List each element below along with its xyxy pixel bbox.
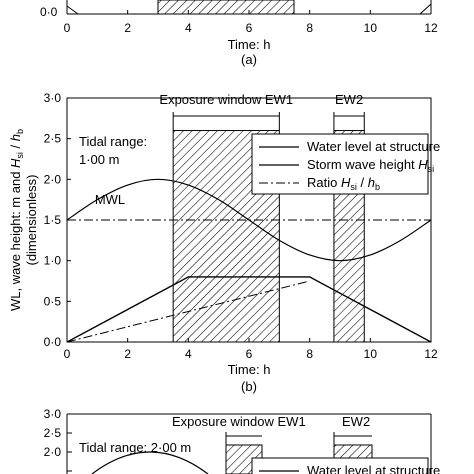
panel-c-tidal-range: Tidal range: 2·00 m bbox=[79, 440, 191, 455]
series-water-level bbox=[67, 276, 431, 342]
mwl-label: MWL bbox=[95, 192, 125, 207]
series-ratio bbox=[67, 280, 310, 342]
legend: Water level at structure Storm wave heig… bbox=[251, 133, 440, 195]
panel-a-x-tick-label: 8 bbox=[306, 21, 313, 35]
panel-b-caption: (b) bbox=[241, 379, 257, 394]
panel-a-curve-fragment bbox=[66, 3, 432, 15]
panel-b-y-tick-label: 2·5 bbox=[44, 132, 62, 146]
panel-a-exposure-window bbox=[157, 0, 295, 15]
panel-c-legend-label: Water level at structure bbox=[307, 463, 440, 474]
legend-label-wave-height: Storm wave height Hsi bbox=[307, 157, 434, 174]
exposure-window-label: EW2 bbox=[335, 92, 363, 107]
panel-a-caption: (a) bbox=[241, 52, 257, 67]
panel-a-x-label: Time: h bbox=[228, 37, 271, 52]
panel-b-y-tick-label: 3·0 bbox=[44, 91, 62, 105]
panel-b: Exposure window EW1 EW2 MWL 0 2 4 6 8 10 12 0·0 0… bbox=[8, 91, 440, 394]
panel-b-x-tick-label: 10 bbox=[364, 347, 378, 361]
legend-label-ratio: Ratio Hsi / hb bbox=[307, 175, 380, 192]
panel-b-y-tick-label: 1·0 bbox=[44, 254, 62, 268]
tidal-range-label: Tidal range: bbox=[79, 134, 147, 149]
exposure-window-label: Exposure window EW1 bbox=[159, 92, 293, 107]
panel-b-x-tick-label: 8 bbox=[306, 347, 313, 361]
panel-b-x-tick-label: 6 bbox=[246, 347, 253, 361]
panel-c-wave-curve bbox=[91, 451, 209, 474]
panel-b-x-tick-label: 2 bbox=[124, 347, 131, 361]
panel-b-x-tick-label: 12 bbox=[424, 347, 438, 361]
panel-a: 0·0 0 2 4 6 8 10 12 Time: h (a) bbox=[40, 0, 438, 67]
panel-c-legend-box bbox=[251, 457, 429, 474]
legend-label-water-level: Water level at structure bbox=[307, 139, 440, 154]
panel-a-x-tick-label: 0 bbox=[64, 21, 71, 35]
panel-a-x-tick-label: 12 bbox=[424, 21, 438, 35]
panel-c-y-tick-label: 2·5 bbox=[44, 426, 62, 440]
tidal-range-value: 1·00 m bbox=[79, 152, 119, 167]
panel-c-y-tick-label: 2·0 bbox=[44, 445, 62, 459]
panel-a-x-tick-label: 4 bbox=[185, 21, 192, 35]
panel-b-y-tick-label: 0·5 bbox=[44, 294, 62, 308]
panel-b-x-tick-label: 4 bbox=[185, 347, 192, 361]
panel-a-y-tick: 0·0 bbox=[40, 5, 58, 19]
panel-c-window1-label: Exposure window EW1 bbox=[172, 414, 306, 429]
panel-b-y-label: WL, wave height: m and Hsi / hb bbox=[8, 129, 25, 311]
panel-b-y-label-line2: (dimensionless) bbox=[24, 174, 39, 265]
panel-b-x-label: Time: h bbox=[228, 362, 271, 377]
series-wave-height bbox=[67, 178, 431, 262]
panel-b-y-tick-label: 1·5 bbox=[44, 213, 62, 227]
panel-a-x-tick-label: 2 bbox=[124, 21, 131, 35]
panel-a-x-tick-label: 6 bbox=[246, 21, 253, 35]
panel-c-window2-label: EW2 bbox=[342, 414, 370, 429]
panel-c-y-tick-label: 3·0 bbox=[44, 407, 62, 421]
panel-b-y-tick-label: 0·0 bbox=[44, 335, 62, 349]
panel-b-x-tick-label: 0 bbox=[64, 347, 71, 361]
legend-box bbox=[251, 133, 429, 195]
panel-c: 3·0 2·5 2·0 Exposure window EW1 EW2 Tida… bbox=[44, 407, 440, 474]
panel-b-y-tick-label: 2·0 bbox=[44, 172, 62, 186]
panel-a-x-tick-label: 10 bbox=[364, 21, 378, 35]
